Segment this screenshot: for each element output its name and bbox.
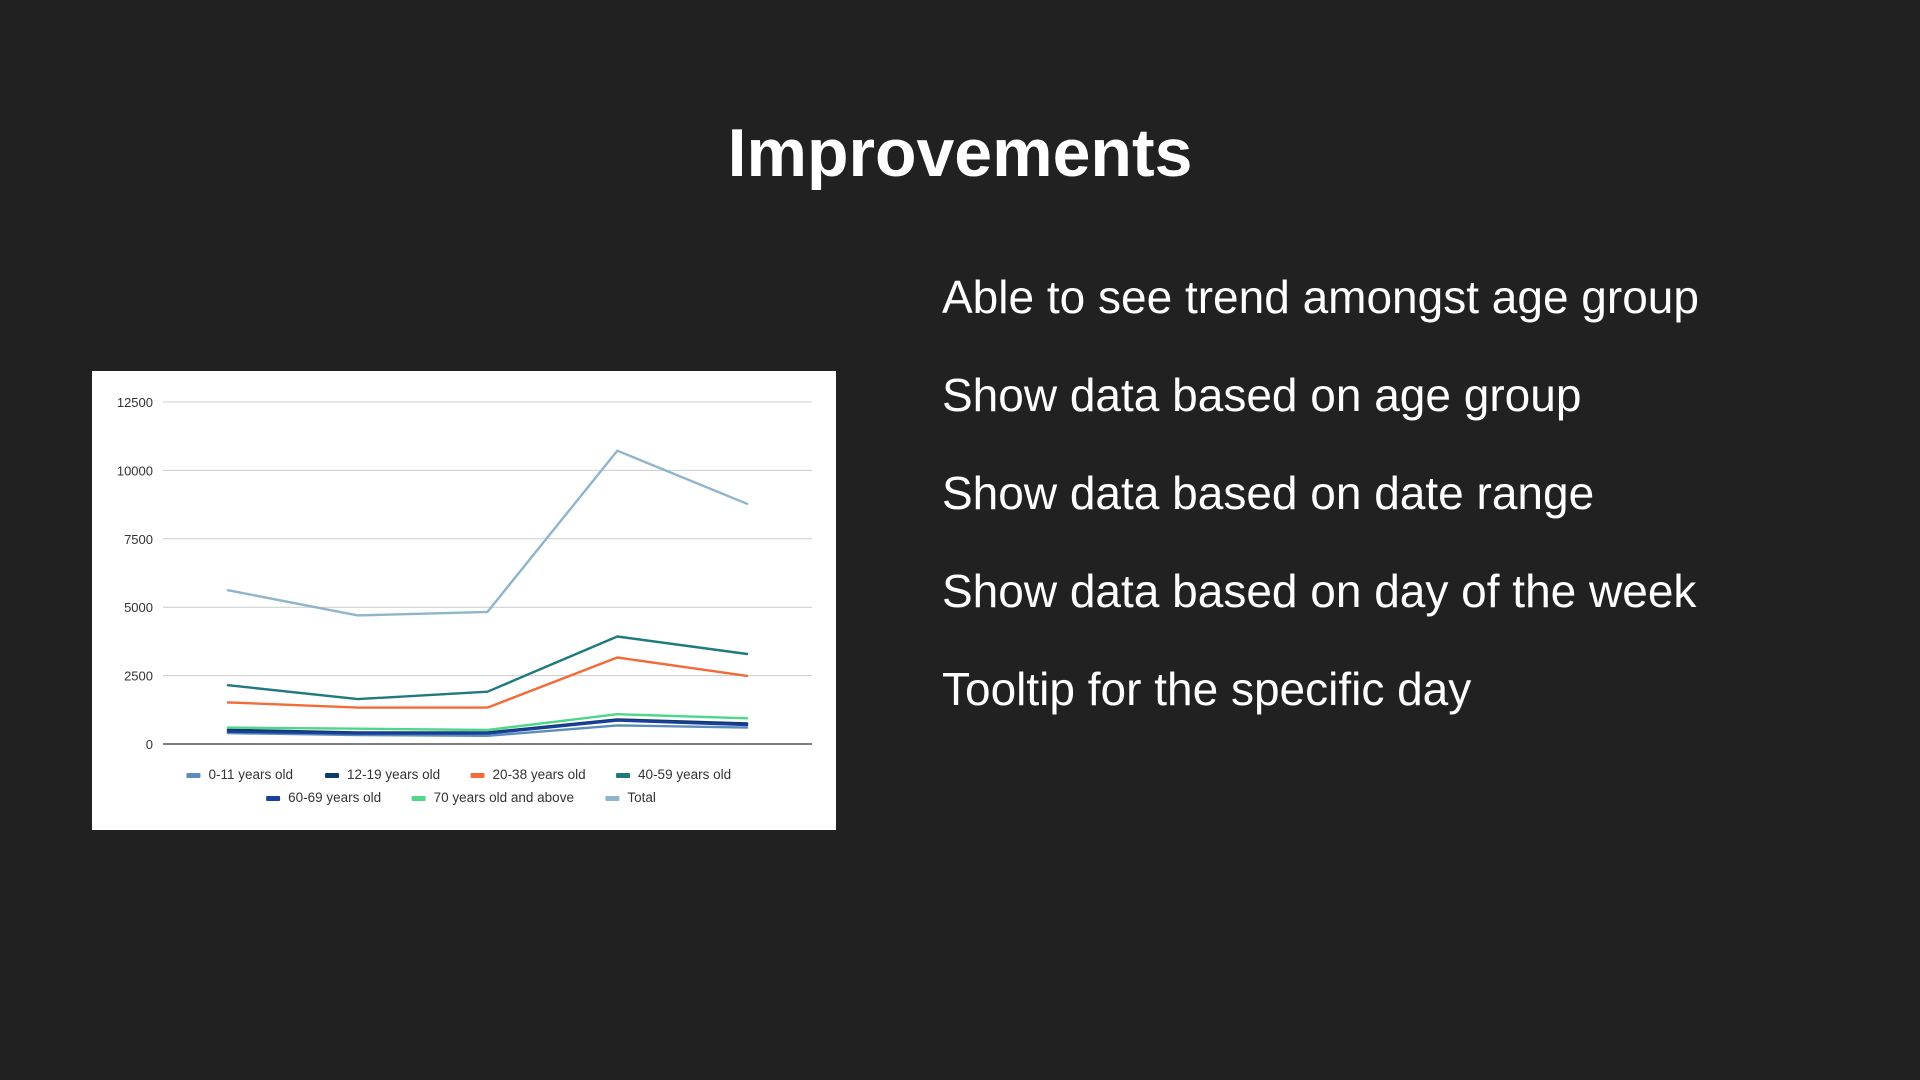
legend-label: 0-11 years old bbox=[208, 767, 293, 782]
legend-swatch bbox=[616, 773, 631, 778]
legend-swatch bbox=[325, 773, 340, 778]
y-tick-label: 2500 bbox=[124, 669, 153, 684]
line-chart-card: 0 2500 5000 7500 10000 12500 0-11 years old 12-… bbox=[92, 371, 836, 830]
series-line-6 bbox=[226, 449, 749, 617]
slide-title: Improvements bbox=[727, 115, 1193, 191]
legend-label: 20-38 years old bbox=[493, 767, 586, 782]
legend-swatch bbox=[605, 796, 620, 801]
point-age-group: Show data based on age group bbox=[942, 369, 1582, 421]
legend-swatch bbox=[470, 773, 485, 778]
point-date-range: Show data based on date range bbox=[942, 467, 1595, 519]
legend-swatch bbox=[411, 796, 426, 801]
series-line-5 bbox=[226, 713, 749, 732]
series-line-3 bbox=[226, 635, 749, 701]
series-line-4 bbox=[226, 719, 749, 735]
point-day-of-week: Show data based on day of the week bbox=[942, 565, 1697, 617]
legend-label: 40-59 years old bbox=[638, 767, 731, 782]
series-line-0 bbox=[226, 724, 749, 737]
y-tick-label: 5000 bbox=[124, 600, 153, 615]
legend-swatch bbox=[186, 773, 201, 778]
line-chart: 0 2500 5000 7500 10000 12500 0-11 years old 12-… bbox=[117, 395, 812, 805]
point-trend-age-group: Able to see trend amongst age group bbox=[942, 271, 1699, 323]
y-tick-label: 10000 bbox=[117, 463, 153, 478]
legend-label: 60-69 years old bbox=[288, 790, 381, 805]
point-tooltip-specific-day: Tooltip for the specific day bbox=[942, 663, 1472, 715]
improvements-list: Able to see trend amongst age group Show… bbox=[942, 248, 1882, 738]
legend-label: Total bbox=[627, 790, 656, 805]
legend-label: 70 years old and above bbox=[434, 790, 574, 805]
series-line-2 bbox=[226, 656, 749, 709]
y-tick-label: 7500 bbox=[124, 532, 153, 547]
y-tick-label: 0 bbox=[146, 737, 153, 752]
legend-label: 12-19 years old bbox=[347, 767, 440, 782]
y-tick-label: 12500 bbox=[117, 395, 153, 410]
legend-swatch bbox=[266, 796, 281, 801]
